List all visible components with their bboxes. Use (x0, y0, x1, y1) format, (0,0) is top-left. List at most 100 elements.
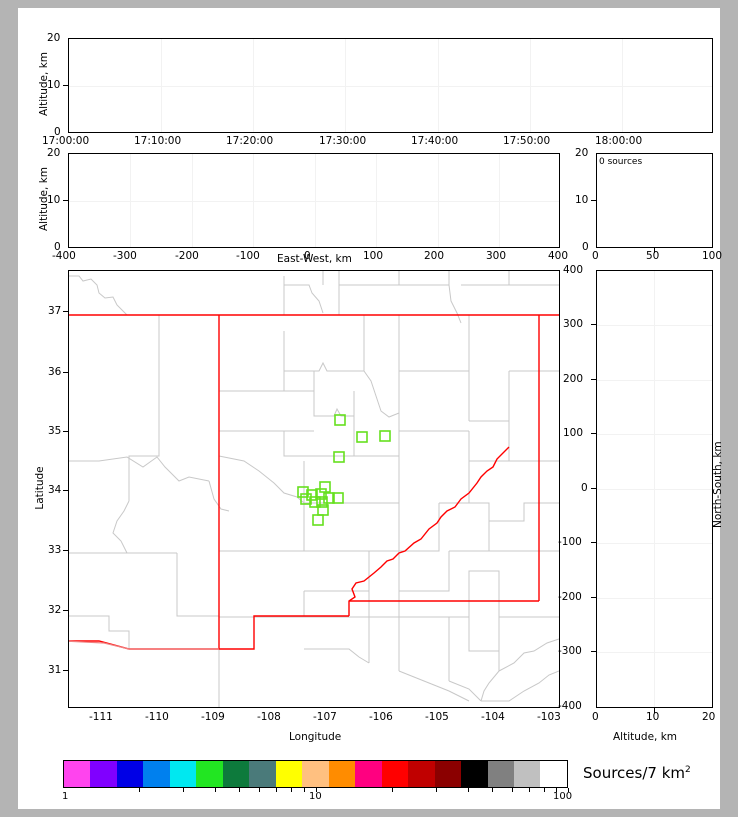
tick-x: -100 (236, 250, 260, 262)
colorbar-minor-tick (543, 788, 545, 792)
histogram-source-count: 0 sources (599, 157, 643, 167)
tick-x: 200 (424, 250, 445, 262)
colorbar-segment (513, 761, 541, 787)
colorbar-minor-tick (239, 788, 241, 792)
colorbar-tick-label: 10 (309, 791, 322, 802)
tick-y: -100 (558, 536, 582, 548)
tick-y: 20 (575, 147, 589, 159)
tick-y: 20 (47, 32, 61, 44)
tick-x: 100 (702, 250, 723, 262)
tick-x: 18:00:00 (595, 135, 643, 147)
tick-x: -104 (481, 711, 505, 723)
panel-northsouth-ylabel: North-South, km (712, 441, 724, 528)
tick-x: -110 (145, 711, 169, 723)
colorbar-segment (196, 761, 223, 787)
colorbar-segment (355, 761, 382, 787)
colorbar-minor-tick (315, 788, 317, 792)
panel-map[interactable] (68, 270, 560, 708)
colorbar-segment (169, 761, 197, 787)
colorbar-segment (143, 761, 170, 787)
tick-y: 100 (563, 427, 584, 439)
tick-y: 0 (54, 126, 61, 138)
colorbar-segment (434, 761, 462, 787)
tick-x: 17:00:00 (42, 135, 90, 147)
colorbar-minor-tick (303, 788, 305, 792)
colorbar-segment (408, 761, 435, 787)
tick-y: 0 (581, 482, 588, 494)
panel-altitude-histogram[interactable]: 0 sources (596, 153, 713, 248)
colorbar-minor-tick (435, 788, 437, 792)
colorbar-tick-label: 100 (553, 791, 573, 802)
tick-y: 10 (47, 194, 61, 206)
county-boundaries (69, 271, 559, 707)
tick-x: -108 (257, 711, 281, 723)
colorbar-minor-tick (511, 788, 513, 792)
colorbar-minor-tick (556, 788, 558, 792)
colorbar-minor-tick (491, 788, 493, 792)
panel-eastwest-height-xlabel: East-West, km (277, 253, 352, 265)
colorbar-tick-label: 1 (62, 791, 69, 802)
colorbar[interactable] (63, 760, 568, 788)
colorbar-segment (116, 761, 144, 787)
colorbar-minor-tick (215, 788, 217, 792)
tick-x: 0 (592, 711, 599, 723)
tick-x: 50 (646, 250, 660, 262)
tick-x: -300 (113, 250, 137, 262)
panel-time-height[interactable] (68, 38, 713, 133)
colorbar-segment (90, 761, 117, 787)
tick-x: 100 (363, 250, 384, 262)
tick-y: -200 (558, 591, 582, 603)
tick-x: 17:20:00 (226, 135, 274, 147)
tick-x: -400 (52, 250, 76, 262)
state-boundary-light (69, 640, 219, 650)
tick-x: 20 (702, 711, 716, 723)
colorbar-segment (64, 761, 91, 787)
tick-x: -106 (369, 711, 393, 723)
tick-x: -105 (425, 711, 449, 723)
colorbar-label-exponent: 2 (685, 765, 691, 775)
tick-y: 31 (48, 664, 62, 676)
tick-x: 10 (646, 711, 660, 723)
tick-x: -111 (89, 711, 113, 723)
tick-x: 0 (304, 250, 311, 262)
panel-northsouth-xlabel: Altitude, km (613, 731, 678, 743)
colorbar-minor-tick (467, 788, 469, 792)
tick-x: 17:10:00 (134, 135, 182, 147)
colorbar-segment (222, 761, 250, 787)
tick-x: -200 (175, 250, 199, 262)
colorbar-label: Sources/7 km2 (583, 764, 691, 782)
colorbar-segment (328, 761, 356, 787)
tick-y: 20 (47, 147, 61, 159)
tick-y: 0 (582, 241, 589, 253)
tick-x: 17:40:00 (411, 135, 459, 147)
tick-y: 10 (575, 194, 589, 206)
panel-altitude-northsouth[interactable] (596, 270, 713, 708)
state-boundary-new-mexico (69, 314, 559, 650)
panel-eastwest-height[interactable] (68, 153, 560, 248)
tick-x: -107 (313, 711, 337, 723)
colorbar-segment (540, 761, 567, 787)
colorbar-minor-tick (139, 788, 140, 792)
tick-y: 34 (48, 484, 62, 496)
colorbar-minor-tick (291, 788, 293, 792)
tick-y: 0 (54, 241, 61, 253)
tick-y: 300 (563, 318, 584, 330)
colorbar-minor-tick (391, 788, 393, 792)
tick-x: 17:50:00 (503, 135, 551, 147)
tick-x: 400 (548, 250, 569, 262)
colorbar-minor-tick (568, 788, 569, 792)
colorbar-minor-tick (276, 788, 278, 792)
colorbar-label-text: Sources/7 km (583, 764, 685, 782)
panel-map-ylabel: Latitude (34, 466, 46, 510)
tick-y: 33 (48, 544, 62, 556)
tick-x: -103 (537, 711, 561, 723)
tick-y: -300 (558, 645, 582, 657)
tick-x: -109 (201, 711, 225, 723)
map-svg (69, 271, 559, 707)
source-density-cells (297, 414, 391, 526)
colorbar-minor-tick (528, 788, 530, 792)
tick-y: 37 (48, 305, 62, 317)
tick-y: -400 (558, 700, 582, 712)
colorbar-segment (302, 761, 329, 787)
